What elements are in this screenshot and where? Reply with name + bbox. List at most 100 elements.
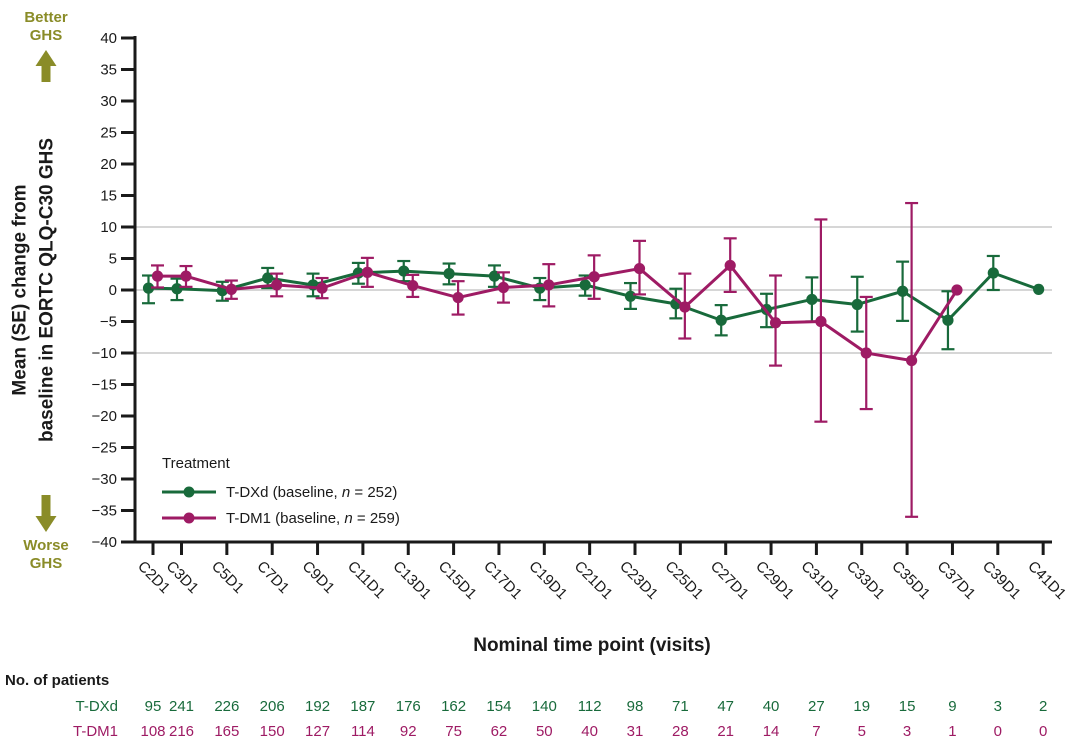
data-point <box>897 285 909 297</box>
data-point <box>624 290 637 302</box>
x-tick-label: C33D1 <box>843 558 888 603</box>
y-tick-label: −30 <box>92 471 117 488</box>
data-point <box>806 293 818 306</box>
data-point <box>851 298 863 311</box>
x-tick-label: C39D1 <box>979 558 1024 603</box>
patient-count: 1 <box>948 723 956 740</box>
patient-count: 14 <box>763 723 780 740</box>
data-point <box>171 283 183 295</box>
y-tick-label: −40 <box>92 534 117 551</box>
y-tick-label: 40 <box>100 30 117 47</box>
data-point <box>815 315 827 328</box>
y-axis-title-line2: baseline in EORTC QLQ-C30 GHS <box>37 138 58 442</box>
data-point <box>543 279 555 291</box>
patient-count: 40 <box>763 698 780 715</box>
x-tick-label: C23D1 <box>616 558 661 603</box>
data-point <box>769 317 782 329</box>
patient-count: 226 <box>214 698 239 715</box>
patient-count: 31 <box>627 723 644 740</box>
data-point <box>225 283 237 295</box>
data-point <box>951 284 963 296</box>
axes: −40 −35 −30 −25 −20 −15 −10 −5 0 5 10 15 20 25 30 35 40 <box>92 30 1052 555</box>
data-point <box>452 291 464 304</box>
patient-count: 3 <box>994 698 1002 715</box>
legend-marker-t-dm1 <box>183 512 195 524</box>
y-tick-label: 5 <box>109 251 117 268</box>
y-axis-title-line1: Mean (SE) change from <box>10 184 31 395</box>
patient-count: 47 <box>717 698 734 715</box>
patients-row-label-t-dm1: T-DM1 <box>73 723 118 740</box>
data-point <box>1033 283 1045 295</box>
legend: Treatment T-DXd (baseline, n = 252) T-DM… <box>162 455 400 527</box>
data-point <box>271 279 283 291</box>
patient-count: 192 <box>305 698 330 715</box>
legend-title: Treatment <box>162 455 231 472</box>
patient-count: 176 <box>396 698 421 715</box>
patient-count: 3 <box>903 723 911 740</box>
x-tick-label: C37D1 <box>934 558 979 603</box>
x-tick-label: C5D1 <box>208 558 247 597</box>
legend-marker-t-dxd <box>183 486 195 498</box>
patient-count: 140 <box>532 698 557 715</box>
patient-count: 28 <box>672 723 689 740</box>
patient-count: 40 <box>581 723 598 740</box>
patient-count: 95 <box>145 698 162 715</box>
data-point <box>316 282 328 294</box>
y-tick-label: −5 <box>100 314 117 331</box>
data-point <box>262 272 274 284</box>
patient-count: 241 <box>169 698 194 715</box>
patient-count: 7 <box>812 723 820 740</box>
patient-count: 154 <box>486 698 511 715</box>
x-tick-label: C11D1 <box>344 558 388 602</box>
patient-count: 112 <box>578 698 602 715</box>
y-tick-label: −15 <box>92 377 117 394</box>
data-point <box>497 281 510 294</box>
y-tick-label: −10 <box>92 345 117 362</box>
patient-count: 15 <box>899 698 916 715</box>
data-point <box>579 279 591 291</box>
patient-count: 98 <box>627 698 644 715</box>
better-ghs-label-line1: Better <box>24 9 68 26</box>
patient-count: 62 <box>491 723 508 740</box>
x-tick-label: C21D1 <box>571 558 616 603</box>
patient-count: 71 <box>672 698 689 715</box>
patient-count: 187 <box>350 698 375 715</box>
x-tick-label: C13D1 <box>389 558 434 603</box>
y-tick-label: 0 <box>109 282 117 299</box>
better-arrow-up-icon <box>35 50 57 82</box>
y-tick-label: 10 <box>100 219 117 236</box>
data-series <box>142 201 1045 518</box>
data-point <box>724 259 736 272</box>
y-tick-label: 35 <box>100 62 117 79</box>
data-point <box>633 262 646 275</box>
data-point <box>151 270 164 282</box>
x-tick-label: C7D1 <box>253 558 292 597</box>
patient-count: 2 <box>1039 698 1047 715</box>
patient-count: 162 <box>441 698 466 715</box>
y-tick-label: 25 <box>100 125 117 142</box>
x-tick-label: C25D1 <box>662 558 707 603</box>
patient-count: 27 <box>808 698 825 715</box>
x-tick-label: C41D1 <box>1024 558 1069 603</box>
x-tick-label: C27D1 <box>707 558 752 603</box>
patient-count: 9 <box>948 698 956 715</box>
patients-table: No. of patients T-DXd T-DM1 <box>5 672 118 740</box>
y-tick-label: −35 <box>92 503 117 520</box>
x-tick-label: C9D1 <box>299 558 338 597</box>
y-tick-label: 20 <box>100 156 117 173</box>
patient-count: 5 <box>858 723 866 740</box>
data-point <box>942 314 954 326</box>
worse-ghs-label-line1: Worse <box>23 537 69 554</box>
data-point <box>588 271 600 283</box>
patient-count: 92 <box>400 723 417 740</box>
x-tick-label: C17D1 <box>480 558 525 603</box>
x-tick-label: C19D1 <box>525 558 570 603</box>
patient-count: 108 <box>140 723 165 740</box>
legend-label-t-dxd: T-DXd (baseline, n = 252) <box>226 484 397 501</box>
data-point <box>987 267 999 279</box>
x-axis-title: Nominal time point (visits) <box>473 635 711 656</box>
legend-label-t-dm1: T-DM1 (baseline, n = 259) <box>226 510 400 527</box>
patients-table-title: No. of patients <box>5 672 109 689</box>
